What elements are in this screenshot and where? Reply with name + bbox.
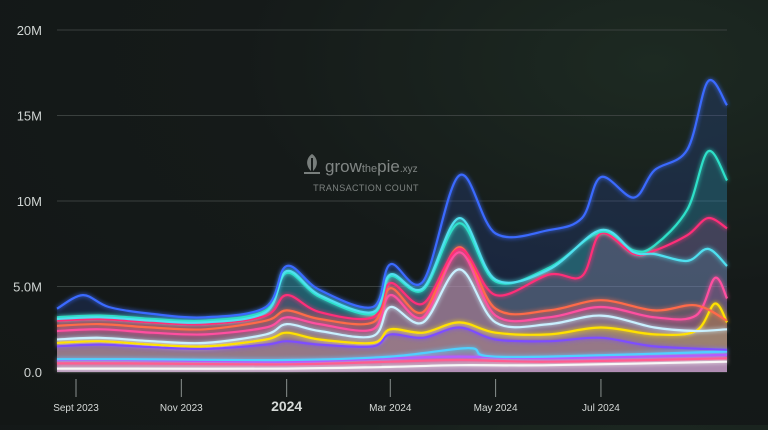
series-line[interactable]	[56, 251, 728, 336]
brand-name-tld: .xyz	[400, 164, 418, 175]
series-line[interactable]	[56, 217, 728, 324]
y-tick-label: 15M	[17, 109, 42, 124]
svg-text:growthepie.xyz: growthepie.xyz	[325, 157, 418, 176]
x-tick-label: Nov 2023	[160, 403, 203, 414]
brand-watermark: growthepie.xyz TRANSACTION COUNT	[304, 154, 419, 193]
series-line[interactable]	[56, 216, 728, 326]
x-tick-label: May 2024	[474, 403, 518, 414]
x-tick-label: Mar 2024	[369, 403, 412, 414]
series-line[interactable]	[56, 360, 728, 370]
y-tick-label: 20M	[17, 23, 42, 38]
x-tick-label: 2024	[271, 398, 302, 414]
series-area	[57, 303, 727, 372]
series-line[interactable]	[56, 357, 728, 366]
grid-lines	[57, 29, 727, 373]
series-line[interactable]	[56, 268, 728, 345]
series-line[interactable]	[56, 302, 728, 348]
chart-subtitle: TRANSACTION COUNT	[313, 183, 419, 193]
x-axis-ticks: Sept 2023 Nov 2023 2024 Mar 2024 May 2024 Jul…	[53, 379, 620, 414]
y-tick-label: 10M	[17, 194, 42, 209]
x-tick-label: Sept 2023	[53, 403, 99, 414]
pie-logo-icon	[304, 154, 320, 174]
series-lines	[56, 78, 728, 370]
brand-name-the: the	[362, 163, 377, 175]
brand-name-prefix: grow	[325, 157, 363, 176]
series-area	[57, 80, 727, 373]
y-axis-ticks: 0.0 5.0M 10M 15M 20M	[13, 23, 42, 380]
series-line[interactable]	[56, 346, 728, 362]
series-line[interactable]	[56, 326, 728, 351]
series-line[interactable]	[56, 246, 728, 331]
y-tick-label: 0.0	[24, 365, 42, 380]
y-tick-label: 5.0M	[13, 280, 42, 295]
brand-name-suffix: pie	[377, 157, 400, 176]
x-tick-label: Jul 2024	[582, 403, 620, 414]
series-line[interactable]	[56, 78, 728, 319]
series-area	[57, 269, 727, 372]
